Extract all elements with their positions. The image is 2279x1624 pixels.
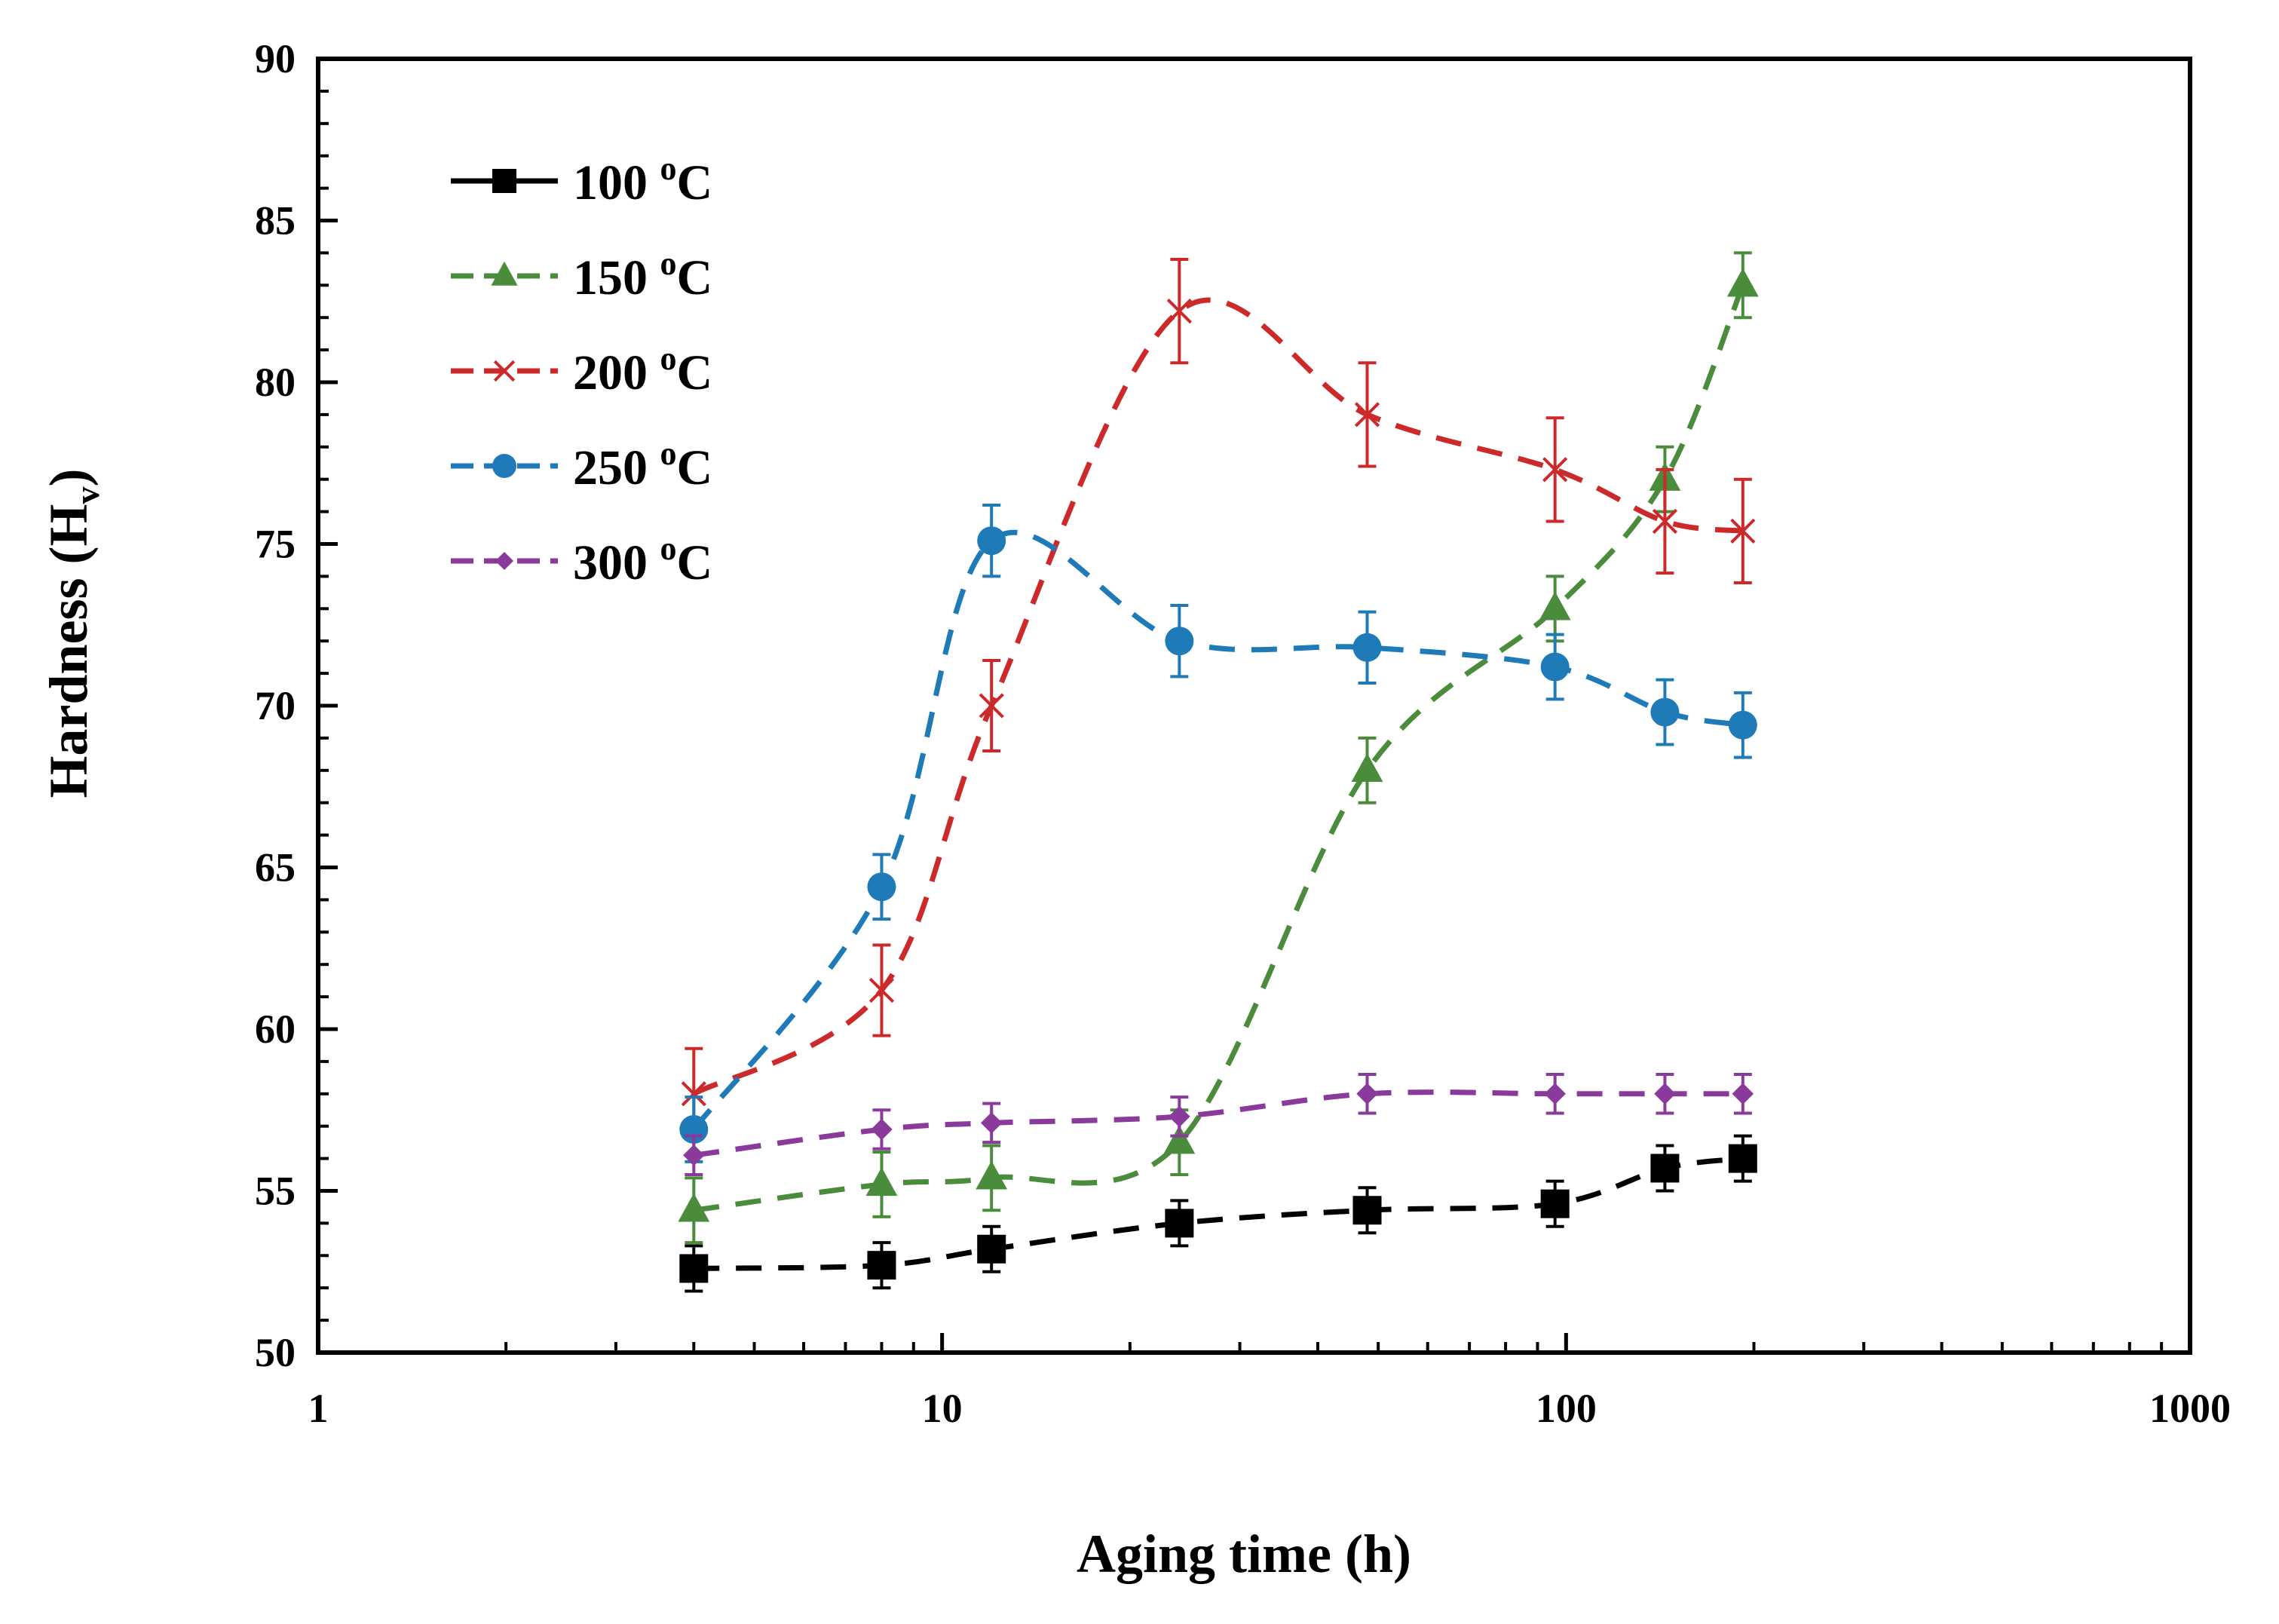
data-point-250 (1165, 627, 1194, 656)
data-point-150 (678, 1193, 710, 1222)
legend-entry-150: 150 oC (451, 245, 712, 305)
legend-label-unit: C (677, 535, 713, 590)
data-point-100 (1540, 1189, 1570, 1218)
legend-label-number: 200 (573, 345, 660, 400)
data-point-200 (1730, 518, 1756, 544)
legend-marker (492, 454, 516, 478)
y-axis-title: Hardness (Hv) (38, 468, 106, 798)
data-point-100 (1352, 1196, 1382, 1225)
legend-entry-200: 200 oC (451, 340, 712, 400)
data-point-150 (1351, 753, 1383, 782)
x-tick-label: 1000 (2149, 1386, 2231, 1431)
data-point-300 (1732, 1083, 1754, 1105)
legend-label: 300 oC (573, 530, 712, 590)
y-tick-label: 75 (255, 522, 296, 567)
data-point-100 (867, 1251, 896, 1280)
data-point-250 (1540, 652, 1570, 682)
data-point-100 (1728, 1144, 1757, 1173)
legend-label-number: 100 (573, 155, 660, 210)
data-point-100 (1650, 1154, 1680, 1183)
series-line-150 (693, 283, 1746, 1213)
data-point-200 (1652, 508, 1678, 535)
data-point-250 (1352, 633, 1382, 662)
legend-label-number: 150 (573, 250, 660, 305)
data-point-250 (1728, 710, 1757, 740)
legend-marker (491, 261, 518, 286)
data-point-150 (1163, 1125, 1196, 1154)
x-tick-label: 10 (922, 1386, 963, 1431)
data-point-250 (867, 872, 896, 902)
data-point-150 (976, 1160, 1008, 1190)
legend-label-number: 300 (573, 535, 660, 590)
y-tick-label: 70 (255, 683, 296, 728)
legend-marker (492, 169, 516, 193)
legend-label-unit: C (677, 345, 713, 400)
y-axis-title-main: Hardness (H (38, 504, 99, 798)
data-point-300 (871, 1118, 893, 1141)
legend-label: 100 oC (573, 150, 712, 210)
legend-label-degree: o (660, 150, 677, 187)
series-line-300 (693, 1089, 1743, 1158)
data-point-100 (977, 1234, 1006, 1264)
legend-entry-250: 250 oC (451, 435, 712, 495)
data-point-150 (865, 1167, 898, 1197)
y-tick-label: 55 (255, 1169, 296, 1214)
legend-label-unit: C (677, 250, 713, 305)
y-axis-title-sub: v (68, 486, 106, 504)
data-point-200 (1166, 299, 1192, 324)
legend-label-degree: o (660, 435, 677, 472)
data-point-250 (1650, 697, 1680, 727)
series-250 (679, 504, 1757, 1163)
series-100 (679, 1134, 1757, 1293)
series-300 (683, 1073, 1754, 1177)
legend-marker (495, 552, 513, 570)
legend-label: 200 oC (573, 340, 712, 400)
y-tick-label: 90 (255, 36, 296, 81)
x-tick-label: 100 (1536, 1386, 1597, 1431)
data-point-200 (1542, 457, 1568, 483)
data-point-300 (683, 1144, 705, 1166)
legend-label-number: 250 (573, 440, 660, 495)
x-tick-label: 1 (308, 1386, 329, 1431)
legend-label: 250 oC (573, 435, 712, 495)
data-point-200 (1354, 402, 1380, 427)
data-point-100 (1165, 1209, 1194, 1238)
y-tick-label: 85 (255, 198, 296, 244)
y-axis-title-close: ) (38, 468, 99, 486)
legend-label-degree: o (660, 340, 677, 377)
data-point-150 (1539, 591, 1571, 620)
legend-entry-100: 100 oC (451, 150, 712, 210)
data-point-100 (679, 1254, 709, 1283)
y-tick-label: 65 (255, 845, 296, 890)
legend-label-unit: C (677, 155, 713, 210)
y-tick-label: 50 (255, 1330, 296, 1375)
legend-label: 150 oC (573, 245, 712, 305)
series-line-200 (692, 297, 1744, 1096)
data-point-200 (979, 693, 1004, 719)
legend-marker (493, 360, 516, 382)
data-point-200 (868, 977, 895, 1004)
series-line-100 (694, 1156, 1744, 1271)
legend-entry-300: 300 oC (451, 530, 712, 590)
axes: 50 55 60 65 70 75 80 85 90 1 10 100 1000 (255, 36, 2231, 1431)
legend-label-degree: o (660, 245, 677, 282)
y-tick-label: 80 (255, 360, 296, 405)
data-point-300 (1169, 1105, 1190, 1128)
data-point-250 (977, 526, 1006, 556)
legend-label-unit: C (677, 440, 713, 495)
data-point-200 (681, 1081, 706, 1107)
legend-label-degree: o (660, 530, 677, 567)
data-point-300 (980, 1112, 1003, 1134)
data-point-300 (1356, 1083, 1378, 1105)
data-point-300 (1544, 1083, 1566, 1105)
series-200 (681, 257, 1756, 1141)
data-point-150 (1726, 268, 1759, 297)
x-axis-title: Aging time (h) (1077, 1524, 1411, 1584)
plot-area (678, 251, 1759, 1293)
y-tick-label: 60 (255, 1007, 296, 1052)
series-line-250 (691, 529, 1744, 1132)
data-point-300 (1654, 1083, 1676, 1105)
